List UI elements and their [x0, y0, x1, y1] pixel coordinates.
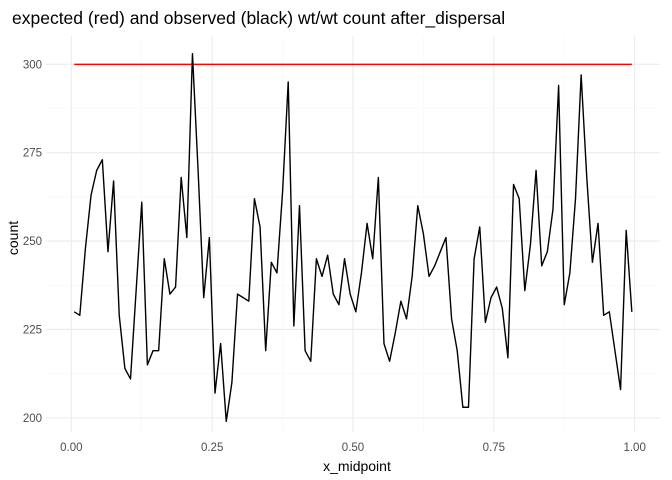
- observed-series-line: [73, 52, 633, 423]
- chart-title: expected (red) and observed (black) wt/w…: [12, 8, 505, 29]
- y-tick-label: 200: [23, 413, 42, 425]
- x-tick-label: 1.00: [623, 442, 645, 454]
- y-tick-label: 300: [23, 59, 42, 71]
- x-tick-labels: 0.00 0.25 0.50 0.75 1.00: [60, 442, 646, 454]
- x-tick-label: 0.25: [201, 442, 223, 454]
- y-tick-labels: 200 225 250 275 300: [23, 59, 42, 425]
- x-tick-label: 0.50: [342, 442, 364, 454]
- x-axis-label: x_midpoint: [323, 458, 391, 474]
- major-gridlines-x: [70, 36, 636, 432]
- series-layer: [73, 52, 633, 423]
- x-tick-label: 0.75: [483, 442, 505, 454]
- y-tick-label: 250: [23, 236, 42, 248]
- y-axis-label: count: [5, 221, 21, 255]
- y-tick-label: 225: [23, 324, 42, 336]
- x-tick-label: 0.00: [60, 442, 82, 454]
- y-tick-label: 275: [23, 148, 42, 160]
